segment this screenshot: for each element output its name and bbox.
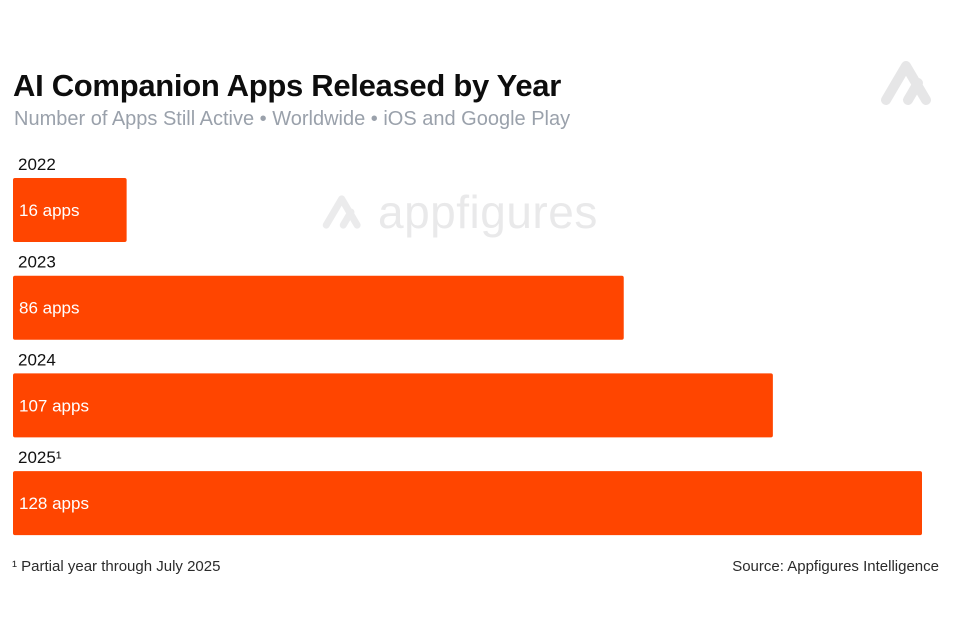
chart-title: AI Companion Apps Released by Year (13, 68, 561, 103)
year-label: 2025¹ (18, 448, 62, 467)
footnote: ¹ Partial year through July 2025 (12, 558, 221, 575)
bar (13, 178, 127, 242)
bar (13, 373, 773, 438)
year-label: 2024 (18, 350, 56, 369)
year-label: 2023 (18, 253, 56, 272)
bar-value-label: 16 apps (19, 201, 80, 220)
appfigures-logo-icon (878, 56, 940, 110)
year-label: 2022 (18, 155, 56, 174)
bar-value-label: 107 apps (19, 396, 89, 415)
bar (13, 275, 624, 340)
chart-subtitle: Number of Apps Still Active • Worldwide … (14, 108, 571, 130)
bar (13, 471, 922, 536)
source-note: Source: Appfigures Intelligence (732, 558, 939, 575)
bar-value-label: 128 apps (19, 494, 89, 513)
bar-value-label: 86 apps (19, 299, 80, 318)
